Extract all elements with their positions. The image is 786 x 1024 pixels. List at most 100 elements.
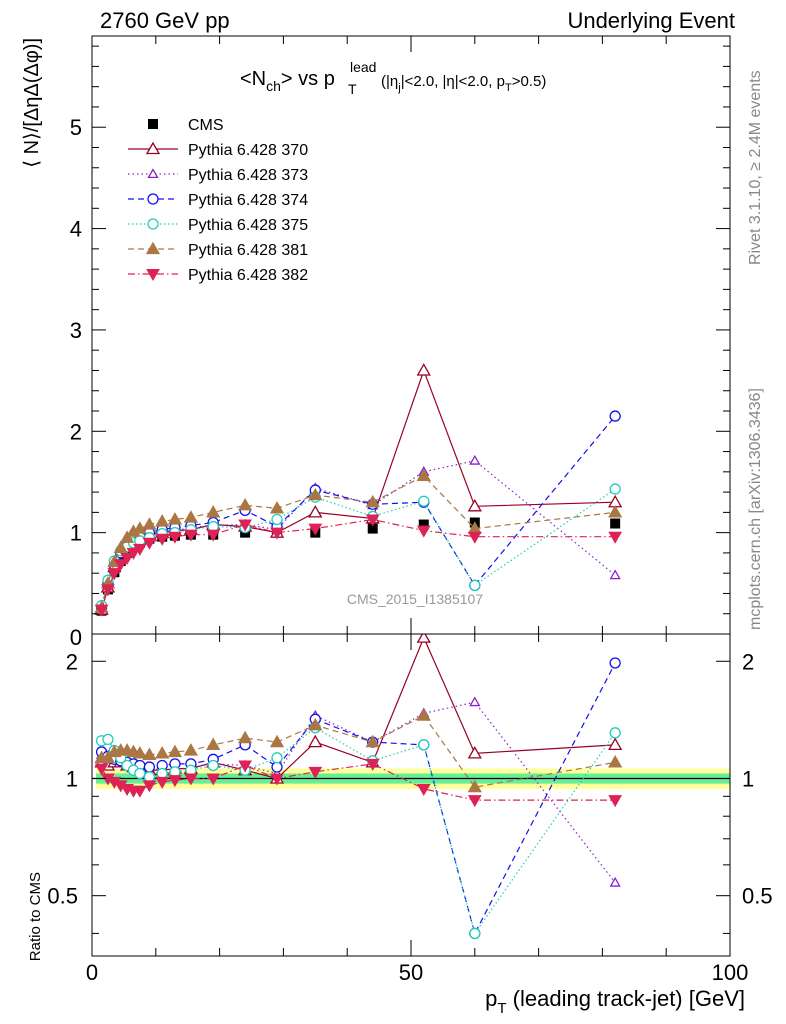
ratio-point-p382 [608, 795, 623, 808]
title-cuts-end: >0.5) [512, 73, 547, 90]
legend-item-p382: Pythia 6.428 382 [128, 267, 308, 284]
ratio-y-tick-label-right: 1 [742, 766, 754, 791]
ratio-point-p381 [269, 734, 285, 748]
ratio-point-p375 [469, 927, 481, 940]
ratio-y-tick-label: 0.5 [47, 884, 78, 909]
point-p381 [113, 540, 128, 553]
ratio-line-p374 [101, 662, 616, 936]
header-left: 2760 GeV pp [100, 8, 230, 33]
point-p382 [142, 537, 157, 550]
point-cms [418, 519, 429, 530]
series-line-p374 [101, 415, 616, 608]
point-p375 [609, 483, 621, 495]
title-cuts-rest: |<2.0, |η|<2.0, p [401, 73, 505, 90]
header-right: Underlying Event [567, 8, 735, 33]
point-p381 [308, 487, 323, 501]
point-p381 [269, 501, 285, 514]
series-p381 [94, 468, 623, 613]
series-p370 [94, 363, 623, 615]
point-p382 [184, 529, 198, 542]
ratio-point-p381 [416, 708, 431, 721]
x-tick-label: 0 [86, 960, 98, 985]
rivet-label: Rivet 3.1.10, ≥ 2.4M events [747, 70, 764, 265]
ratio-point-p374 [609, 657, 621, 669]
ratio-point-p382 [238, 760, 252, 773]
ratio-y-tick-label-right: 0.5 [742, 884, 773, 909]
point-cms [367, 523, 378, 534]
ratio-point-p381 [365, 734, 380, 748]
legend-marker [145, 241, 161, 255]
ratio-line-p370 [101, 636, 616, 780]
ratio-point-p381 [142, 747, 157, 760]
point-p382 [113, 559, 128, 572]
legend-marker [148, 119, 158, 129]
point-p375 [469, 579, 481, 591]
ratio-point-p381 [608, 755, 623, 768]
y-tick-label: 5 [70, 115, 82, 140]
point-p381 [167, 512, 183, 525]
ratio-point-p382 [132, 785, 147, 798]
legend-label: Pythia 6.428 374 [188, 192, 308, 209]
legend-item-p375: Pythia 6.428 375 [128, 217, 308, 234]
point-p382 [155, 533, 170, 546]
legend-item-p373: Pythia 6.428 373 [128, 167, 308, 184]
series-line-p370 [101, 368, 616, 610]
title-pt-sub: T [348, 81, 357, 97]
ratio-point-p382 [142, 780, 157, 793]
ratio-point-p373 [609, 876, 621, 887]
title-sub: ch [266, 78, 281, 94]
point-p370 [467, 498, 482, 512]
point-p370 [308, 505, 323, 518]
ratio-point-p381 [132, 746, 147, 759]
ratio-point-p370 [308, 734, 323, 748]
legend-label: CMS [188, 117, 224, 134]
ylabel-ratio: Ratio to CMS [27, 872, 44, 961]
legend: CMS Pythia 6.428 370 Pythia 6.428 373 Pythi… [128, 117, 308, 284]
point-p382 [308, 523, 323, 536]
ratio-series-p381 [94, 708, 623, 793]
ratio-point-p375 [609, 727, 621, 739]
y-tick-label: 2 [70, 419, 82, 444]
y-tick-label-zero: 0 [70, 625, 82, 650]
point-p382 [270, 527, 284, 540]
point-p382 [365, 514, 380, 527]
point-p374 [609, 410, 621, 422]
series-p374 [95, 410, 621, 614]
point-p375 [271, 513, 283, 526]
main-panel-data [94, 363, 623, 617]
ratio-point-p374 [143, 761, 156, 773]
ratio-point-p382 [308, 766, 323, 779]
point-p381 [183, 510, 199, 523]
legend-item-p381: Pythia 6.428 381 [128, 241, 308, 259]
ratio-point-p375 [102, 733, 114, 746]
point-p381 [132, 521, 147, 534]
point-p373 [609, 569, 621, 580]
legend-marker [147, 168, 159, 179]
ratio-point-p382 [184, 773, 198, 786]
ratio-series-p382 [94, 758, 623, 808]
ylabel-main: ⟨ N⟩/[ΔηΔ(Δφ)] [21, 38, 43, 168]
ratio-point-p375 [143, 771, 156, 783]
point-p381 [206, 505, 221, 518]
legend-item-p374: Pythia 6.428 374 [128, 192, 308, 209]
ratio-point-p381 [155, 746, 170, 759]
ratio-point-p381 [308, 717, 323, 731]
ratio-series-p373 [95, 696, 621, 887]
watermark: CMS_2015_I1385107 [347, 591, 483, 607]
point-p382 [608, 531, 623, 544]
point-p382 [94, 604, 109, 617]
ratio-line-p375 [101, 726, 616, 935]
ratio-point-p370 [608, 737, 623, 751]
title-prefix: <N [240, 68, 266, 90]
legend-item-p370: Pythia 6.428 370 [128, 141, 308, 159]
point-p375 [418, 495, 430, 507]
title-cuts-sub2: T [505, 82, 512, 94]
series-line-p375 [101, 488, 616, 606]
point-p382 [101, 584, 115, 597]
point-p382 [467, 531, 482, 544]
svg-text:(|ηj|<2.0, |η|<2.0, pT>0.5): (|ηj|<2.0, |η|<2.0, pT>0.5) [381, 73, 546, 94]
point-p382 [168, 531, 182, 544]
ratio-point-p382 [168, 775, 182, 788]
ratio-y-tick-label-right: 2 [742, 649, 754, 674]
